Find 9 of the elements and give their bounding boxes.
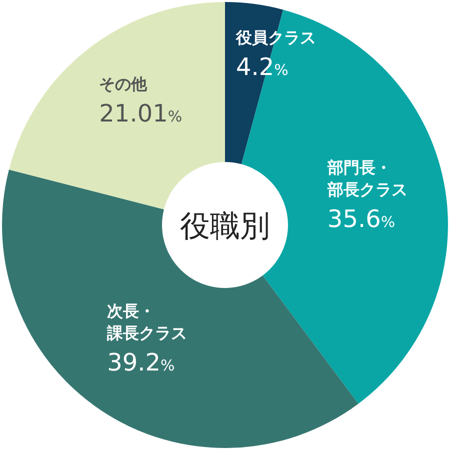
data-label: 35.6% [327, 204, 396, 233]
data-label: 39.2% [107, 348, 175, 376]
slice-label: 次長・課長クラス [106, 301, 188, 342]
slice-label: 部門長・部長クラス [326, 158, 408, 199]
data-label: 21.01% [99, 99, 182, 128]
data-label: 4.2% [236, 53, 288, 81]
text: 役職別 [180, 209, 270, 244]
slice-label: その他 [99, 74, 148, 94]
slice-label: 役員クラス [235, 28, 316, 47]
